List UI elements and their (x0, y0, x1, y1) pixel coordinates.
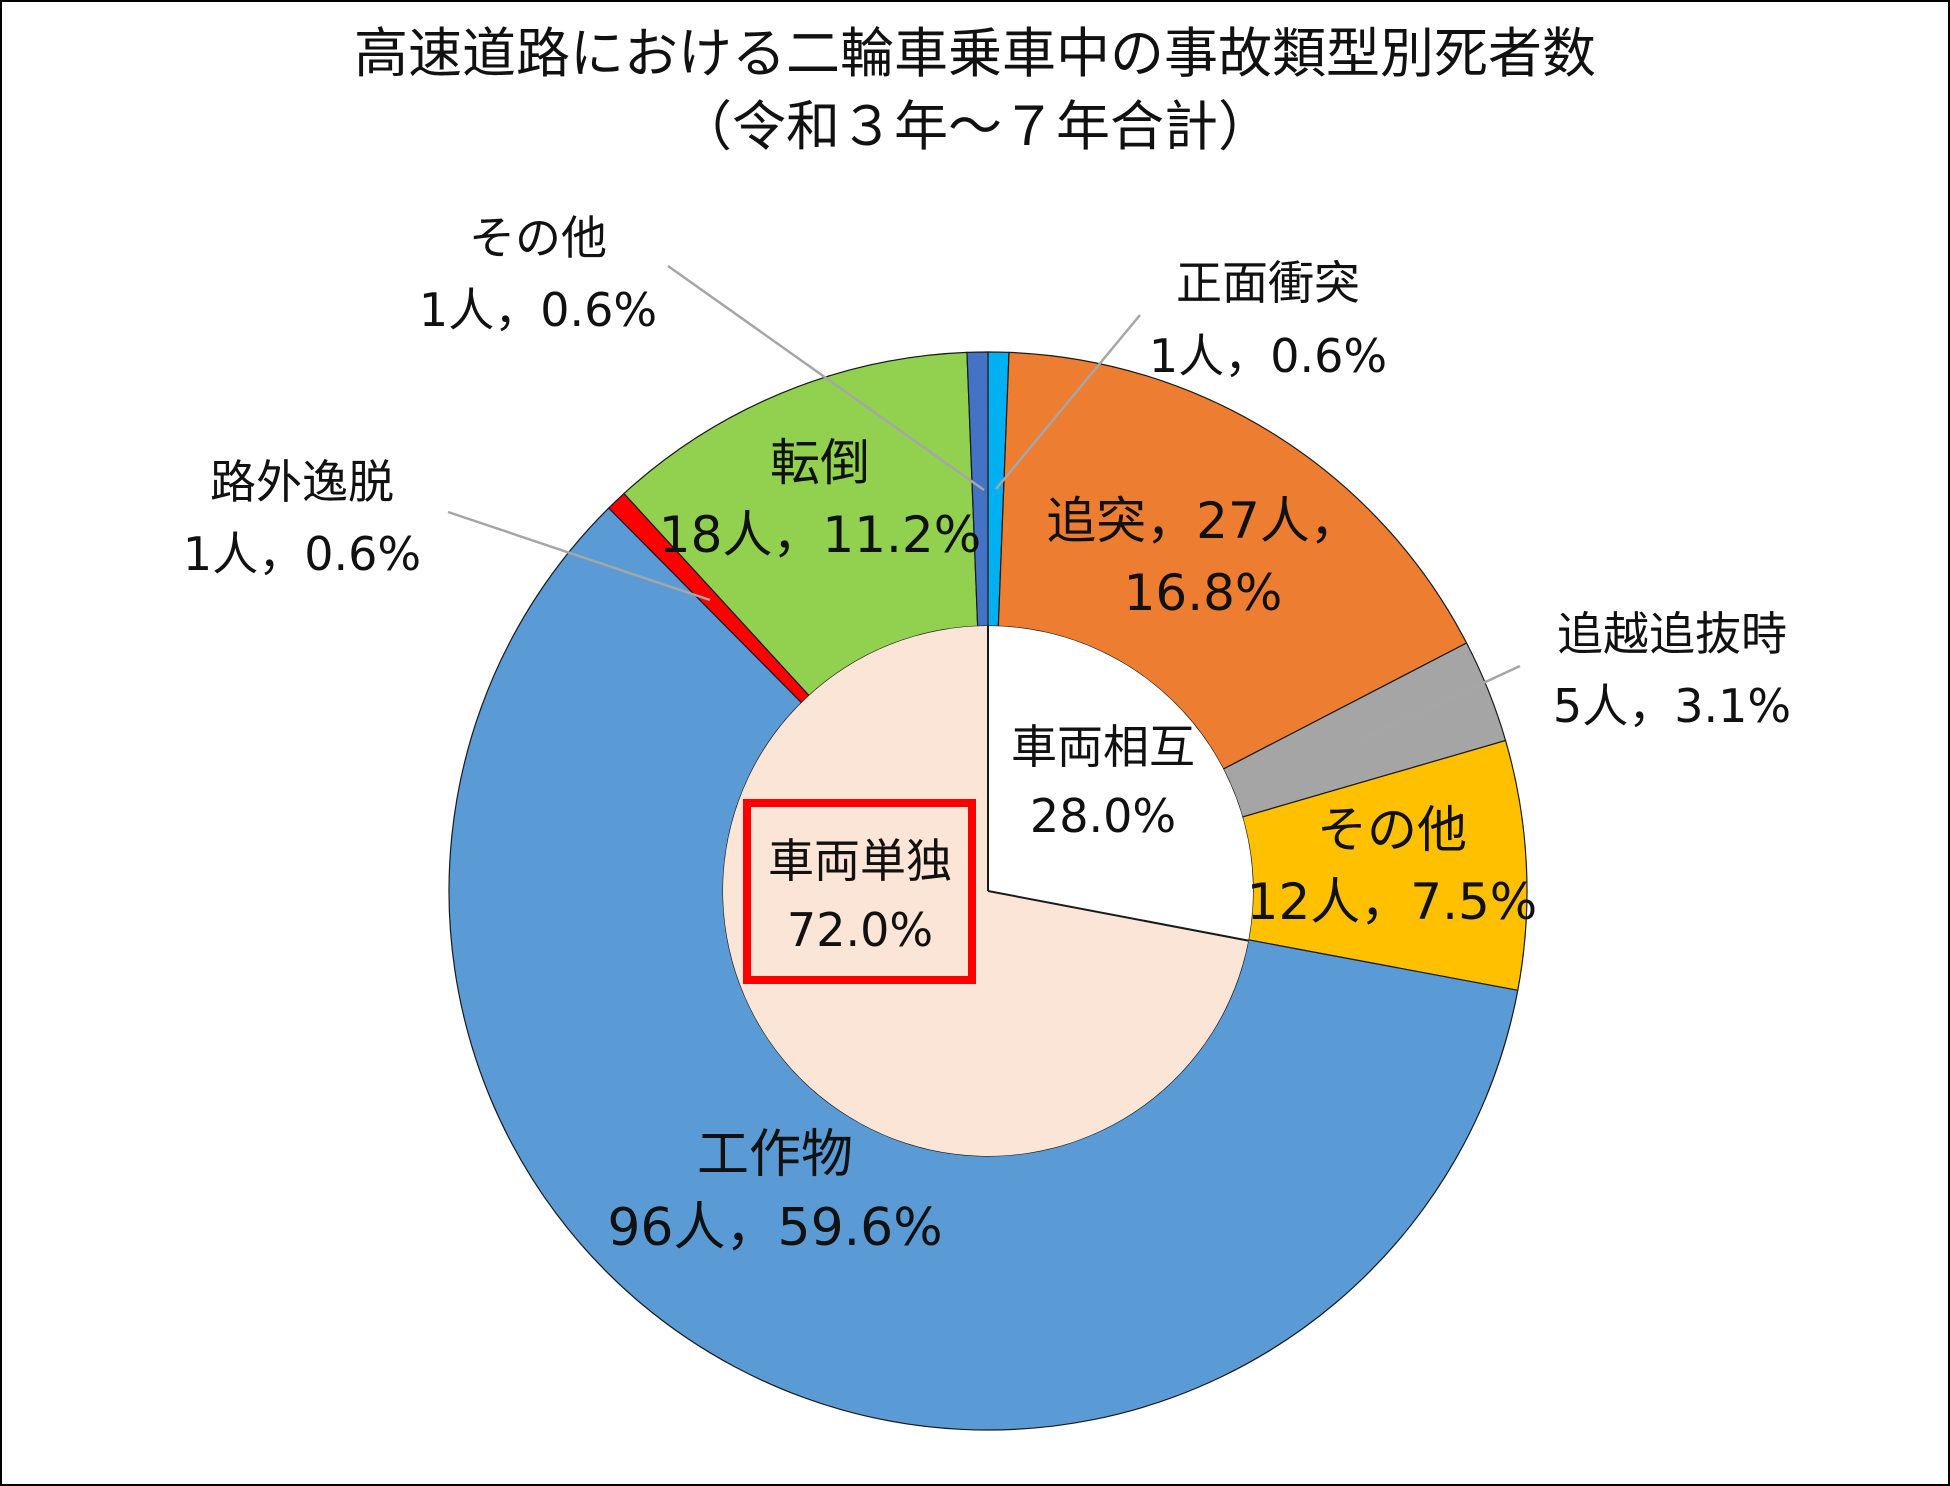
label-rear-end-value: 16.8% (1124, 564, 1283, 622)
label-head-on-name: 正面衝突 (1176, 256, 1360, 310)
label-overtaking-name: 追越追抜時 (1557, 607, 1787, 661)
single-vehicle-highlight-box (743, 799, 976, 984)
label-head-on-value: 1人，0.6% (1149, 329, 1387, 383)
leader-line-head-on (995, 314, 1141, 490)
leader-line-runoff (447, 510, 711, 602)
label-other-mutual-value: 12人，7.5% (1247, 873, 1538, 931)
leader-line-other-single (667, 264, 985, 492)
label-single-name: 車両単独 (768, 834, 952, 888)
leader-line-overtaking (1359, 664, 1521, 742)
label-mutual-name: 車両相互 (1011, 720, 1195, 774)
label-mutual-value: 28.0% (1030, 789, 1176, 843)
label-other-single-value: 1人，0.6% (419, 283, 657, 337)
chart-subtitle: （令和３年～７年合計） (678, 95, 1272, 158)
inner-slice-vehicle-mutual (988, 626, 1253, 941)
label-overtaking-value: 5人，3.1% (1553, 679, 1791, 733)
label-runoff-value: 1人，0.6% (183, 527, 421, 581)
label-rear-end-name: 追突，27人， (1046, 492, 1360, 550)
label-other-mutual-name: その他 (1317, 801, 1467, 859)
inner-divider-1 (987, 890, 1249, 942)
label-structure-name: 工作物 (697, 1125, 853, 1185)
label-single-value: 72.0% (787, 903, 933, 957)
label-fall-name: 転倒 (770, 434, 870, 492)
label-structure-value: 96人，59.6% (607, 1198, 942, 1258)
chart-title: 高速道路における二輪車乗車中の事故類型別死者数 (354, 22, 1596, 85)
label-fall-value: 18人，11.2% (659, 506, 981, 564)
inner-slice-single-vehicle (723, 626, 1249, 1156)
label-other-single-name: その他 (469, 211, 607, 265)
label-runoff-name: 路外逸脱 (210, 455, 394, 509)
